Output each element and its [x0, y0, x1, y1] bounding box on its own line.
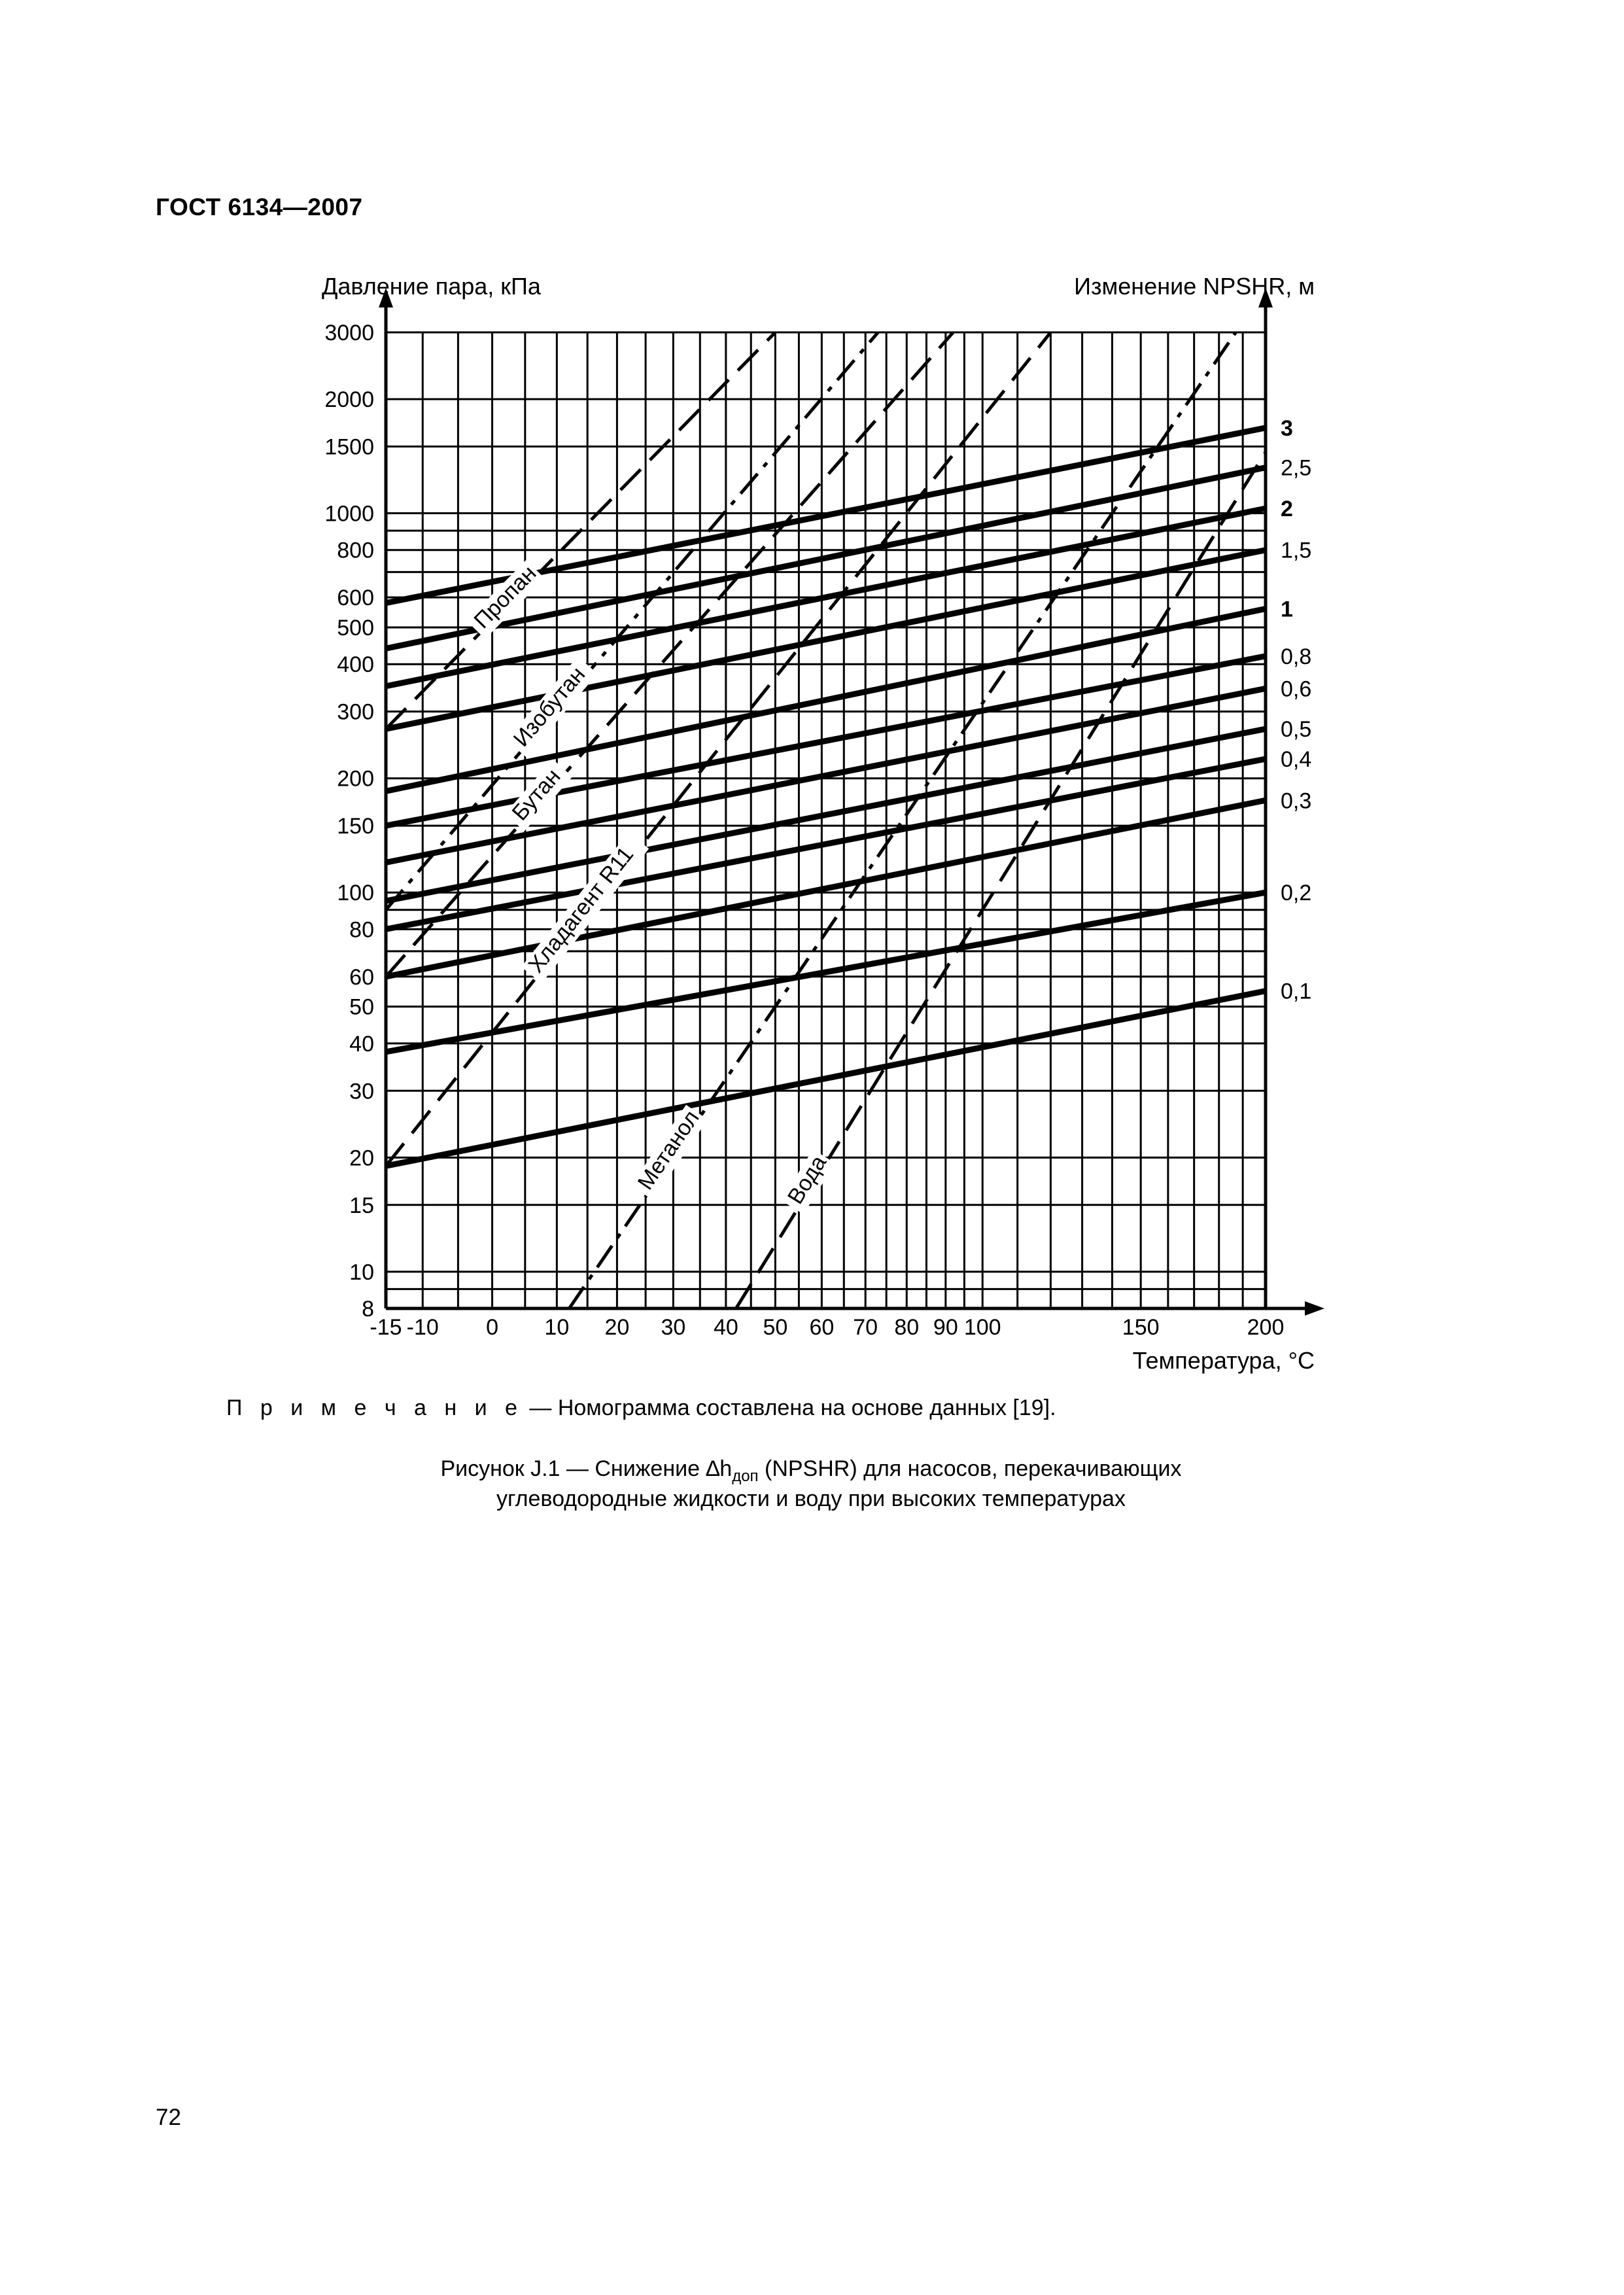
note-prefix: П р и м е ч а н и е — [226, 1395, 523, 1420]
left-axis-arrow — [379, 288, 393, 307]
liquid-line — [568, 332, 1237, 1308]
npshr-line — [386, 797, 1266, 980]
page-number: 72 — [156, 2105, 181, 2130]
x-tick-label: 70 — [853, 1315, 878, 1340]
liquid-label-bg — [466, 559, 545, 639]
y-tick-label: 50 — [349, 995, 374, 1020]
x-axis-label: Температура, °С — [1133, 1347, 1315, 1374]
y-tick-label: 1500 — [324, 434, 374, 459]
x-tick-label: 60 — [809, 1315, 834, 1340]
npshr-line — [386, 606, 1266, 794]
x-tick-label: 200 — [1247, 1315, 1285, 1340]
npshr-label: 0,5 — [1281, 717, 1311, 742]
x-tick-label: 30 — [661, 1315, 685, 1340]
y-axis-label-right: Изменение NPSHR, м — [1074, 273, 1315, 300]
liquid-label-bg — [506, 656, 598, 758]
y-tick-label: 400 — [337, 652, 374, 677]
npshr-line — [386, 547, 1266, 732]
x-tick-label: 50 — [763, 1315, 787, 1340]
npshr-line — [386, 505, 1266, 690]
axes — [379, 288, 1324, 1316]
liquid-line — [386, 332, 955, 978]
npshr-label: 1 — [1281, 597, 1293, 622]
y-tick-label: 600 — [337, 586, 374, 610]
y-tick-label: 3000 — [324, 321, 374, 345]
npshr-label: 0,6 — [1281, 676, 1311, 701]
caption-main: Рисунок J.1 — Снижение ∆h — [440, 1456, 733, 1481]
caption-subscript: доп — [732, 1467, 759, 1485]
figure-caption-line2: углеводородные жидкости и воду при высок… — [496, 1486, 1126, 1511]
x-axis-arrow — [1305, 1301, 1324, 1316]
caption-rest: (NPSHR) для насосов, перекачивающих — [758, 1456, 1182, 1481]
y-tick-label: 100 — [337, 881, 374, 905]
y-tick-label: 300 — [337, 700, 374, 725]
liquid-line — [386, 332, 777, 730]
y-tick-label: 15 — [349, 1193, 374, 1218]
x-tick-label: 100 — [964, 1315, 1001, 1340]
right-axis-arrow — [1258, 288, 1273, 307]
x-tick-label: 10 — [544, 1315, 569, 1340]
x-tick-label: 20 — [604, 1315, 629, 1340]
x-tick-label: 40 — [714, 1315, 738, 1340]
npshr-line — [386, 988, 1266, 1169]
npshr-label: 0,2 — [1281, 881, 1311, 905]
y-axis-label-left: Давление пара, кПа — [322, 273, 542, 300]
document-header: ГОСТ 6134—2007 — [156, 194, 363, 220]
liquid-label-bg — [504, 759, 573, 832]
npshr-line — [386, 686, 1266, 866]
liquid-label: Метанол — [633, 1106, 704, 1195]
npshr-label: 0,1 — [1281, 979, 1311, 1004]
y-tick-label: 200 — [337, 767, 374, 792]
y-tick-label: 500 — [337, 616, 374, 640]
npshr-line — [386, 726, 1266, 904]
npshr-line — [386, 889, 1266, 1055]
x-tick-label: -15 — [370, 1315, 402, 1340]
x-tick-label: 150 — [1122, 1315, 1160, 1340]
y-tick-label: 60 — [349, 965, 374, 990]
npshr-label: 1,5 — [1281, 538, 1311, 563]
liquid-label-bg — [521, 832, 649, 983]
liquid-line — [386, 332, 880, 911]
liquid-label-bg — [631, 1104, 708, 1200]
y-tick-label: 20 — [349, 1146, 374, 1170]
npshr-label: 0,4 — [1281, 747, 1311, 772]
y-tick-label: 10 — [349, 1260, 374, 1285]
y-tick-label: 2000 — [324, 387, 374, 412]
nomogram-chart: 3000200015001000800600500400300200150100… — [322, 273, 1324, 1374]
x-tick-label: 90 — [933, 1315, 958, 1340]
x-tick-label: -10 — [407, 1315, 439, 1340]
x-tick-label: 80 — [894, 1315, 919, 1340]
liquid-label: Изобутан — [509, 662, 590, 752]
npshr-line — [386, 464, 1266, 652]
y-tick-label: 800 — [337, 538, 374, 563]
x-tick-label: 0 — [486, 1315, 498, 1340]
npshr-label: 3 — [1281, 416, 1293, 441]
npshr-line — [386, 756, 1266, 932]
npshr-label: 0,3 — [1281, 788, 1311, 813]
y-tick-label: 150 — [337, 814, 374, 839]
npshr-label: 2,5 — [1281, 456, 1311, 481]
npshr-label: 2 — [1281, 497, 1293, 521]
y-tick-label: 8 — [362, 1297, 374, 1322]
y-tick-label: 40 — [349, 1032, 374, 1057]
liquid-label-bg — [781, 1149, 835, 1215]
figure-note: П р и м е ч а н и е — Номограмма составл… — [226, 1395, 1056, 1421]
y-tick-label: 80 — [349, 917, 374, 942]
npshr-label: 0,8 — [1281, 644, 1311, 669]
liquid-line — [386, 332, 1052, 1167]
note-text: — Номограмма составлена на основе данных… — [523, 1395, 1056, 1420]
y-tick-label: 1000 — [324, 502, 374, 527]
y-tick-label: 30 — [349, 1079, 374, 1104]
figure-caption-line1: Рисунок J.1 — Снижение ∆hдоп (NPSHR) для… — [327, 1454, 1295, 1492]
